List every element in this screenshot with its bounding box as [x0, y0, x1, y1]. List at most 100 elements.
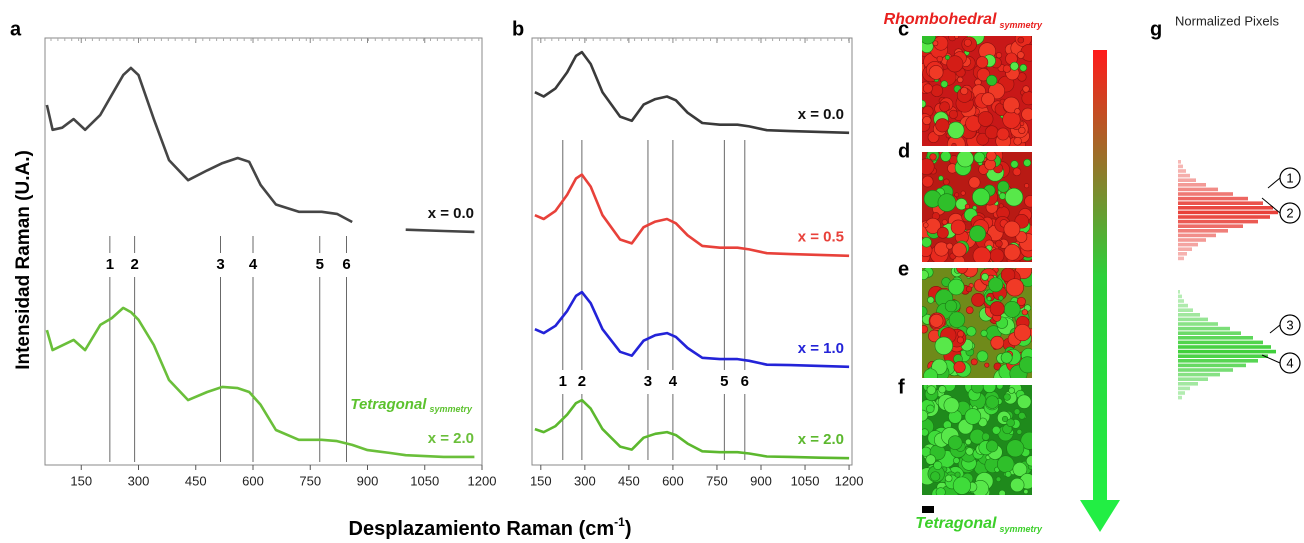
grain [984, 362, 990, 368]
grain [953, 361, 966, 374]
histogram-bar [1178, 308, 1193, 312]
grain [972, 188, 990, 206]
histogram-bar [1178, 313, 1200, 317]
grain [922, 269, 929, 280]
histogram-bar [1178, 372, 1220, 377]
grain [1016, 429, 1023, 435]
grain [1016, 297, 1026, 307]
histogram-bar [1178, 322, 1218, 326]
marker-circle [1279, 314, 1301, 336]
grain [965, 286, 973, 293]
histogram-bar [1178, 160, 1181, 164]
histogram-bar [1178, 229, 1228, 233]
grain [1004, 187, 1024, 207]
histogram-bar [1178, 201, 1263, 205]
peak-label: 2 [578, 373, 586, 390]
grain [957, 330, 965, 338]
grain [969, 225, 986, 243]
grain [1010, 61, 1019, 71]
histogram-bar [1178, 192, 1233, 196]
grain [971, 385, 984, 394]
histogram-bar [1178, 326, 1230, 331]
grain [937, 193, 957, 212]
plot-frame [44, 37, 483, 466]
x-tick-label: 450 [185, 473, 207, 488]
grain [940, 80, 949, 88]
grain [922, 428, 929, 437]
grain [990, 335, 1005, 350]
annotation-text: Tetragonal [350, 396, 427, 413]
grain [950, 219, 966, 235]
panel-label: g [1150, 18, 1162, 40]
grain [965, 306, 974, 314]
spectrum-line [534, 290, 850, 369]
grain [996, 385, 1004, 390]
grain [947, 278, 965, 296]
grain [1006, 439, 1025, 458]
series-label: x = 0.0 [798, 106, 844, 123]
peak-label: 2 [131, 256, 139, 273]
grain [956, 268, 968, 274]
grain [976, 132, 989, 146]
x-tick-label: 900 [750, 473, 772, 488]
x-tick-label: 150 [530, 473, 552, 488]
peak-label: 4 [249, 256, 258, 273]
grain [938, 175, 944, 181]
marker-label: 4 [1286, 355, 1293, 370]
series-label: x = 0.5 [798, 229, 844, 246]
grain [938, 385, 947, 394]
marker-label: 3 [1286, 317, 1293, 332]
histogram-bar [1178, 294, 1182, 299]
histogram-bar [1178, 368, 1233, 372]
histogram-bar [1178, 299, 1184, 303]
histogram-bar [1178, 183, 1206, 187]
grain [982, 385, 997, 394]
grain [954, 192, 960, 198]
histogram-bar [1178, 290, 1180, 294]
grain [1013, 408, 1021, 415]
grain [946, 55, 964, 73]
panel-label: d [898, 140, 910, 162]
panel-label: f [898, 376, 905, 398]
histogram-bar [1178, 354, 1268, 358]
histogram-bar [1178, 395, 1182, 400]
grain [995, 239, 1003, 248]
grain [939, 101, 950, 113]
grain [1023, 489, 1029, 495]
histogram-bar [1178, 363, 1246, 368]
grain [956, 152, 974, 168]
histogram-bar [1178, 317, 1208, 322]
histogram-bar [1178, 247, 1192, 251]
marker-leader [1267, 177, 1281, 189]
grain [996, 455, 1015, 473]
grain [932, 40, 939, 47]
grain [930, 84, 944, 97]
grain [922, 99, 927, 108]
rhombohedral-label: Rhombohedral symmetry [884, 11, 1043, 30]
grain [991, 425, 1001, 435]
grain [922, 36, 936, 45]
grain [976, 56, 989, 69]
histogram-bar [1178, 169, 1186, 173]
panel-label: b [512, 18, 524, 40]
grain [986, 296, 992, 302]
x-tick-label: 1200 [835, 473, 864, 488]
grain [926, 385, 937, 395]
histogram-bar [1178, 187, 1218, 192]
grain [940, 152, 952, 162]
marker-leader [1261, 354, 1281, 364]
grain [922, 175, 934, 188]
panel-label: c [898, 18, 909, 40]
marker-circle [1279, 202, 1301, 224]
series-label: x = 1.0 [798, 340, 844, 357]
x-tick-label: 300 [574, 473, 596, 488]
grain [947, 121, 965, 139]
grain [980, 329, 988, 337]
grain [929, 313, 944, 328]
grain [984, 125, 999, 140]
peak-label: 1 [559, 373, 567, 390]
grain [1005, 278, 1024, 297]
grain [1021, 107, 1032, 121]
histogram-bar [1178, 233, 1216, 238]
panel-label: e [898, 258, 909, 280]
